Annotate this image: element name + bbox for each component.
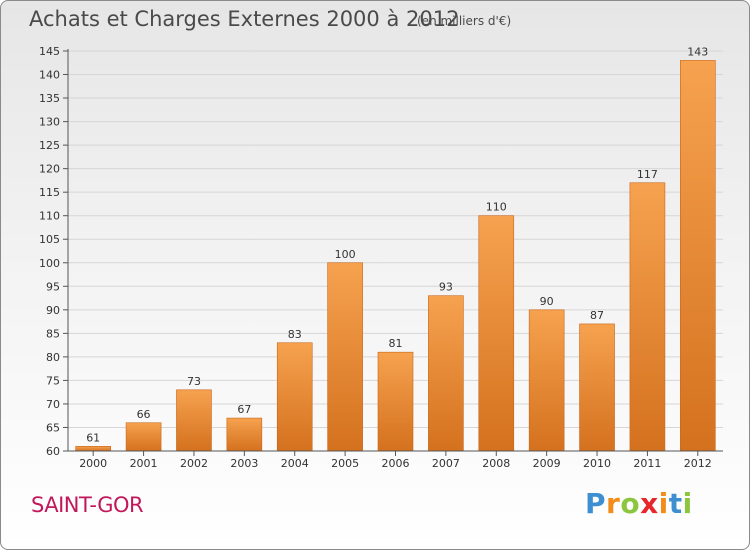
y-tick-label: 115 [39, 186, 60, 199]
y-tick-label: 100 [39, 257, 60, 270]
y-tick-label: 75 [46, 374, 60, 387]
x-tick-label: 2004 [281, 457, 309, 470]
data-label: 90 [540, 295, 554, 308]
data-label: 93 [439, 281, 453, 294]
x-tick-label: 2001 [130, 457, 158, 470]
y-tick-label: 70 [46, 398, 60, 411]
data-label: 117 [637, 168, 658, 181]
y-tick-label: 130 [39, 116, 60, 129]
data-label: 87 [590, 309, 604, 322]
logo-letter: i [682, 487, 693, 520]
data-label: 143 [687, 45, 708, 58]
proxiti-logo[interactable]: Proxiti [585, 487, 693, 520]
x-tick-label: 2011 [633, 457, 661, 470]
bars: 61 66 73 67 83 100 81 93 110 90 87 117 143 [75, 45, 716, 452]
bar [276, 342, 313, 452]
y-tick-label: 145 [39, 45, 60, 58]
bar [579, 323, 615, 452]
data-label: 81 [389, 337, 403, 350]
y-tick-label: 125 [39, 139, 60, 152]
logo-letter: o [620, 487, 641, 520]
y-tick-label: 110 [39, 210, 60, 223]
x-tick-label: 2007 [432, 457, 460, 470]
bar [377, 351, 414, 452]
axes: 60 65 70 75 80 85 90 95 100 105 110 115 120 125 130 135… [39, 45, 723, 470]
x-tick-label: 2012 [684, 457, 712, 470]
bar [478, 215, 515, 452]
y-tick-label: 80 [46, 351, 60, 364]
y-tick-label: 65 [46, 421, 60, 434]
data-label: 83 [288, 328, 302, 341]
chart-title: Achats et Charges Externes 2000 à 2012 [29, 7, 460, 31]
bar [528, 309, 565, 452]
y-tick-label: 90 [46, 304, 60, 317]
y-tick-label: 95 [46, 280, 60, 293]
x-tick-label: 2008 [482, 457, 510, 470]
y-tick-label: 135 [39, 92, 60, 105]
x-tick-label: 2005 [331, 457, 359, 470]
y-tick-label: 140 [39, 69, 60, 82]
data-label: 66 [137, 408, 151, 421]
bar [327, 262, 363, 452]
x-tick-label: 2002 [180, 457, 208, 470]
bar [226, 417, 263, 452]
bar [125, 422, 162, 452]
y-tick-label: 60 [46, 445, 60, 458]
x-tick-label: 2000 [79, 457, 107, 470]
x-tick-label: 2003 [230, 457, 258, 470]
bar [176, 389, 212, 452]
logo-letter: x [640, 487, 659, 520]
bar [629, 182, 666, 452]
logo-letter: t [668, 487, 683, 520]
chart-subtitle: (en milliers d'€) [417, 14, 512, 28]
data-label: 67 [237, 403, 251, 416]
logo-letter: P [585, 487, 607, 520]
logo-letter: r [606, 487, 621, 520]
logo-letter: i [658, 487, 669, 520]
bar [428, 295, 464, 452]
data-label: 73 [187, 375, 201, 388]
y-tick-label: 85 [46, 327, 60, 340]
place-name: SAINT-GOR [31, 493, 144, 517]
x-tick-label: 2009 [533, 457, 561, 470]
y-tick-label: 120 [39, 163, 60, 176]
x-tick-label: 2006 [382, 457, 410, 470]
data-label: 110 [486, 201, 507, 214]
bar [75, 445, 111, 452]
data-label: 61 [86, 431, 100, 444]
data-label: 100 [335, 248, 356, 261]
x-tick-label: 2010 [583, 457, 611, 470]
bar [680, 60, 716, 452]
y-tick-label: 105 [39, 233, 60, 246]
